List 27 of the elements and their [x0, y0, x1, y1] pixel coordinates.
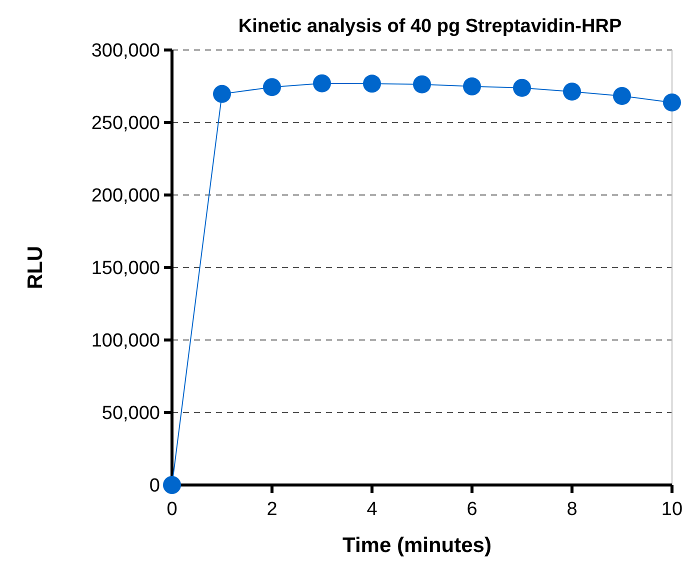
- point: [263, 78, 281, 96]
- point: [663, 93, 681, 112]
- x-tick-label: 10: [661, 499, 683, 520]
- y-tick-label: 300,000: [91, 40, 160, 62]
- x-axis-title: Time (minutes): [342, 534, 492, 557]
- y-tick-label: 250,000: [91, 113, 160, 134]
- y-axis-title: RLU: [24, 246, 47, 290]
- point: [413, 75, 431, 94]
- point: [313, 74, 331, 92]
- x-tick-label: 4: [366, 499, 378, 520]
- point: [563, 82, 581, 101]
- point: [213, 84, 231, 103]
- chart-title: Kinetic analysis of 40 pg Streptavidin-HRP: [238, 16, 622, 37]
- point: [463, 77, 481, 96]
- y-tick-label: 150,000: [91, 258, 160, 280]
- x-tick-label: 6: [466, 499, 478, 520]
- y-tick-label: 50,000: [102, 403, 160, 424]
- x-tick-label: 2: [266, 499, 278, 520]
- x-tick-label: 0: [166, 499, 178, 520]
- y-tick-label: 0: [149, 476, 160, 497]
- y-tick-label: 100,000: [91, 330, 160, 352]
- point: [363, 74, 381, 93]
- x-tick-label: 8: [566, 499, 578, 520]
- y-tick-label: 200,000: [91, 186, 160, 207]
- point: [513, 78, 531, 97]
- point: [613, 86, 631, 105]
- point: [163, 476, 181, 494]
